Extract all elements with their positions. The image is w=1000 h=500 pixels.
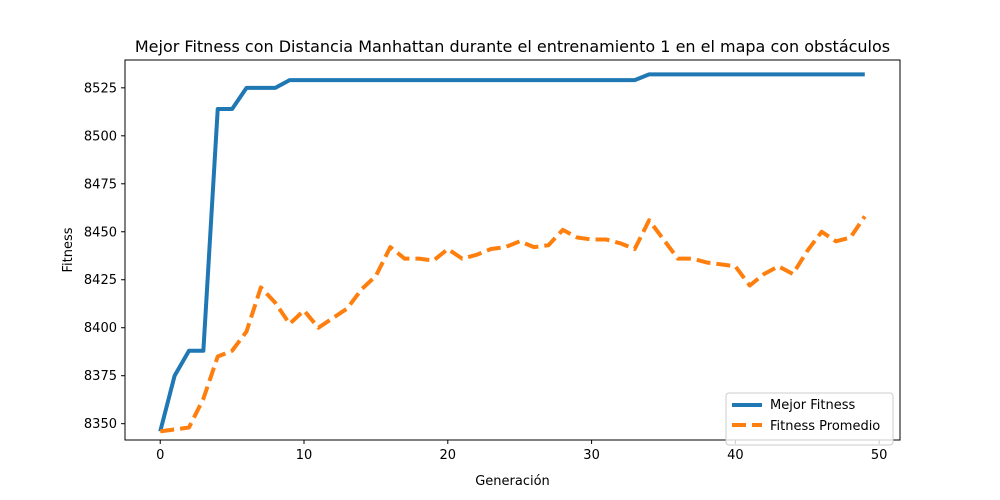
x-tick-label: 40	[727, 448, 744, 463]
x-tick-label: 20	[440, 448, 457, 463]
legend-label-fitness-promedio: Fitness Promedio	[770, 419, 880, 434]
y-axis-label: Fitness	[61, 227, 76, 272]
y-axis: 8350 8375 8400 8425 8450 8475 8500 8525	[84, 81, 125, 432]
plot-frame	[124, 59, 901, 441]
y-tick-label: 8400	[84, 321, 117, 336]
y-tick-label: 8425	[84, 273, 117, 288]
plot-area	[158, 72, 867, 434]
chart-title: Mejor Fitness con Distancia Manhattan du…	[135, 37, 890, 56]
x-tick-label: 10	[296, 448, 313, 463]
legend-label-mejor-fitness: Mejor Fitness	[770, 398, 856, 413]
legend-box	[725, 392, 894, 446]
x-tick-label: 30	[583, 448, 600, 463]
series-line-fitness-promedio	[159, 215, 867, 434]
y-tick-label: 8475	[84, 177, 117, 192]
x-axis-label: Generación	[475, 474, 550, 489]
y-tick-label: 8350	[84, 417, 117, 432]
legend: Mejor Fitness Fitness Promedio	[725, 392, 894, 446]
y-tick-label: 8525	[84, 81, 117, 96]
y-tick-label: 8500	[84, 129, 117, 144]
x-tick-label: 50	[871, 448, 888, 463]
series-line-mejor-fitness	[158, 72, 865, 432]
y-tick-label: 8375	[84, 369, 117, 384]
y-tick-label: 8450	[84, 225, 117, 240]
x-tick-label: 0	[156, 448, 164, 463]
